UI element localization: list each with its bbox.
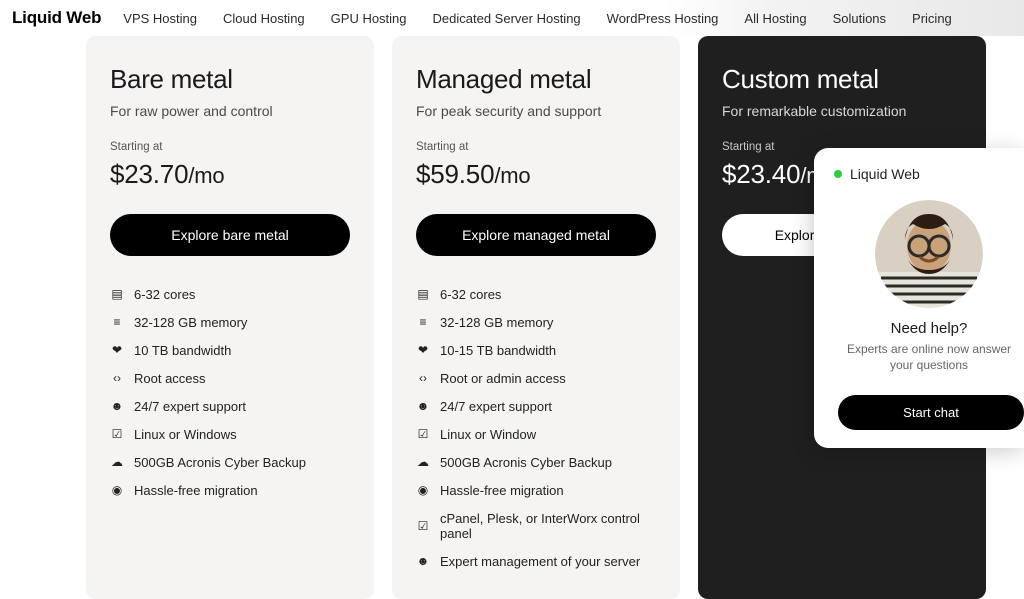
feature-text: 24/7 expert support xyxy=(134,399,246,414)
status-dot-icon xyxy=(834,170,842,178)
plan-title: Managed metal xyxy=(416,64,656,95)
feature-text: Linux or Windows xyxy=(134,427,237,442)
plan-tagline: For peak security and support xyxy=(416,103,656,119)
feature-text: 10-15 TB bandwidth xyxy=(440,343,556,358)
feature-item: ▤ 6-32 cores xyxy=(416,280,656,308)
plan-tagline: For remarkable customization xyxy=(722,103,962,119)
cloud-icon: ☁ xyxy=(416,455,430,469)
dotcheck-icon: ◉ xyxy=(416,483,430,497)
start-chat-button[interactable]: Start chat xyxy=(838,395,1024,430)
top-nav: Liquid Web VPS Hosting Cloud Hosting GPU H… xyxy=(0,0,1024,36)
nav-item-cloud-hosting[interactable]: Cloud Hosting xyxy=(223,11,305,26)
check-icon: ☑ xyxy=(110,427,124,441)
nav-item-solutions[interactable]: Solutions xyxy=(833,11,886,26)
root-icon: ‹› xyxy=(416,371,430,385)
brand-logo[interactable]: Liquid Web xyxy=(12,8,101,28)
feature-item: ‹› Root access xyxy=(110,364,350,392)
starting-at-label: Starting at xyxy=(416,141,656,153)
chat-subtext: Experts are online now answer your quest… xyxy=(834,341,1024,373)
feature-text: 24/7 expert support xyxy=(440,399,552,414)
feature-item: ≡ 32-128 GB memory xyxy=(110,308,350,336)
feature-item: ❤ 10 TB bandwidth xyxy=(110,336,350,364)
nav-item-all-hosting[interactable]: All Hosting xyxy=(744,11,806,26)
feature-item: ☁ 500GB Acronis Cyber Backup xyxy=(416,448,656,476)
feature-text: cPanel, Plesk, or InterWorx control pane… xyxy=(440,511,656,541)
plan-title: Bare metal xyxy=(110,64,350,95)
explore-managed-metal-button[interactable]: Explore managed metal xyxy=(416,214,656,256)
feature-item: ≡ 32-128 GB memory xyxy=(416,308,656,336)
support-icon: ☻ xyxy=(110,399,124,413)
feature-text: Root access xyxy=(134,371,206,386)
feature-item: ☑ Linux or Window xyxy=(416,420,656,448)
dotcheck-icon: ◉ xyxy=(110,483,124,497)
chat-brand: Liquid Web xyxy=(850,166,920,182)
feature-text: Root or admin access xyxy=(440,371,566,386)
feature-text: 500GB Acronis Cyber Backup xyxy=(134,455,306,470)
cpu-icon: ▤ xyxy=(416,287,430,301)
root-icon: ‹› xyxy=(110,371,124,385)
starting-at-label: Starting at xyxy=(110,141,350,153)
feature-text: 32-128 GB memory xyxy=(134,315,247,330)
feature-text: 32-128 GB memory xyxy=(440,315,553,330)
chat-widget: Liquid Web xyxy=(814,148,1024,448)
feature-item: ☻ Expert management of your server xyxy=(416,547,656,575)
plan-card-bare-metal: Bare metal For raw power and control Start… xyxy=(86,36,374,599)
feature-text: 10 TB bandwidth xyxy=(134,343,231,358)
feature-text: 500GB Acronis Cyber Backup xyxy=(440,455,612,470)
feature-item: ☻ 24/7 expert support xyxy=(110,392,350,420)
memory-icon: ≡ xyxy=(110,315,124,329)
support-icon: ☻ xyxy=(416,554,430,568)
feature-list: ▤ 6-32 cores ≡ 32-128 GB memory ❤ 10-15 TB ba… xyxy=(416,280,656,575)
feature-text: Hassle-free migration xyxy=(440,483,564,498)
feature-text: Expert management of your server xyxy=(440,554,640,569)
avatar xyxy=(875,200,983,308)
plan-tagline: For raw power and control xyxy=(110,103,350,119)
feature-item: ☁ 500GB Acronis Cyber Backup xyxy=(110,448,350,476)
bw-icon: ❤ xyxy=(110,343,124,357)
feature-item: ☑ cPanel, Plesk, or InterWorx control pan… xyxy=(416,504,656,547)
feature-text: Hassle-free migration xyxy=(134,483,258,498)
feature-text: Linux or Window xyxy=(440,427,536,442)
nav-item-gpu-hosting[interactable]: GPU Hosting xyxy=(331,11,407,26)
memory-icon: ≡ xyxy=(416,315,430,329)
nav-item-dedicated-server-hosting[interactable]: Dedicated Server Hosting xyxy=(433,11,581,26)
feature-text: 6-32 cores xyxy=(134,287,195,302)
nav-item-wordpress-hosting[interactable]: WordPress Hosting xyxy=(607,11,719,26)
bw-icon: ❤ xyxy=(416,343,430,357)
feature-item: ‹› Root or admin access xyxy=(416,364,656,392)
feature-item: ☻ 24/7 expert support xyxy=(416,392,656,420)
cpu-icon: ▤ xyxy=(110,287,124,301)
feature-item: ◉ Hassle-free migration xyxy=(416,476,656,504)
plan-price: $23.70/mo xyxy=(110,159,350,190)
check-icon: ☑ xyxy=(416,427,430,441)
check-icon: ☑ xyxy=(416,519,430,533)
feature-item: ▤ 6-32 cores xyxy=(110,280,350,308)
explore-bare-metal-button[interactable]: Explore bare metal xyxy=(110,214,350,256)
chat-header: Liquid Web xyxy=(834,166,1024,182)
plan-card-managed-metal: Managed metal For peak security and suppo… xyxy=(392,36,680,599)
support-icon: ☻ xyxy=(416,399,430,413)
nav-item-pricing[interactable]: Pricing xyxy=(912,11,952,26)
chat-heading: Need help? xyxy=(834,320,1024,337)
plan-price: $59.50/mo xyxy=(416,159,656,190)
feature-text: 6-32 cores xyxy=(440,287,501,302)
feature-item: ◉ Hassle-free migration xyxy=(110,476,350,504)
cloud-icon: ☁ xyxy=(110,455,124,469)
feature-item: ❤ 10-15 TB bandwidth xyxy=(416,336,656,364)
nav-item-vps-hosting[interactable]: VPS Hosting xyxy=(123,11,197,26)
feature-item: ☑ Linux or Windows xyxy=(110,420,350,448)
plan-title: Custom metal xyxy=(722,64,962,95)
feature-list: ▤ 6-32 cores ≡ 32-128 GB memory ❤ 10 TB bandw… xyxy=(110,280,350,504)
